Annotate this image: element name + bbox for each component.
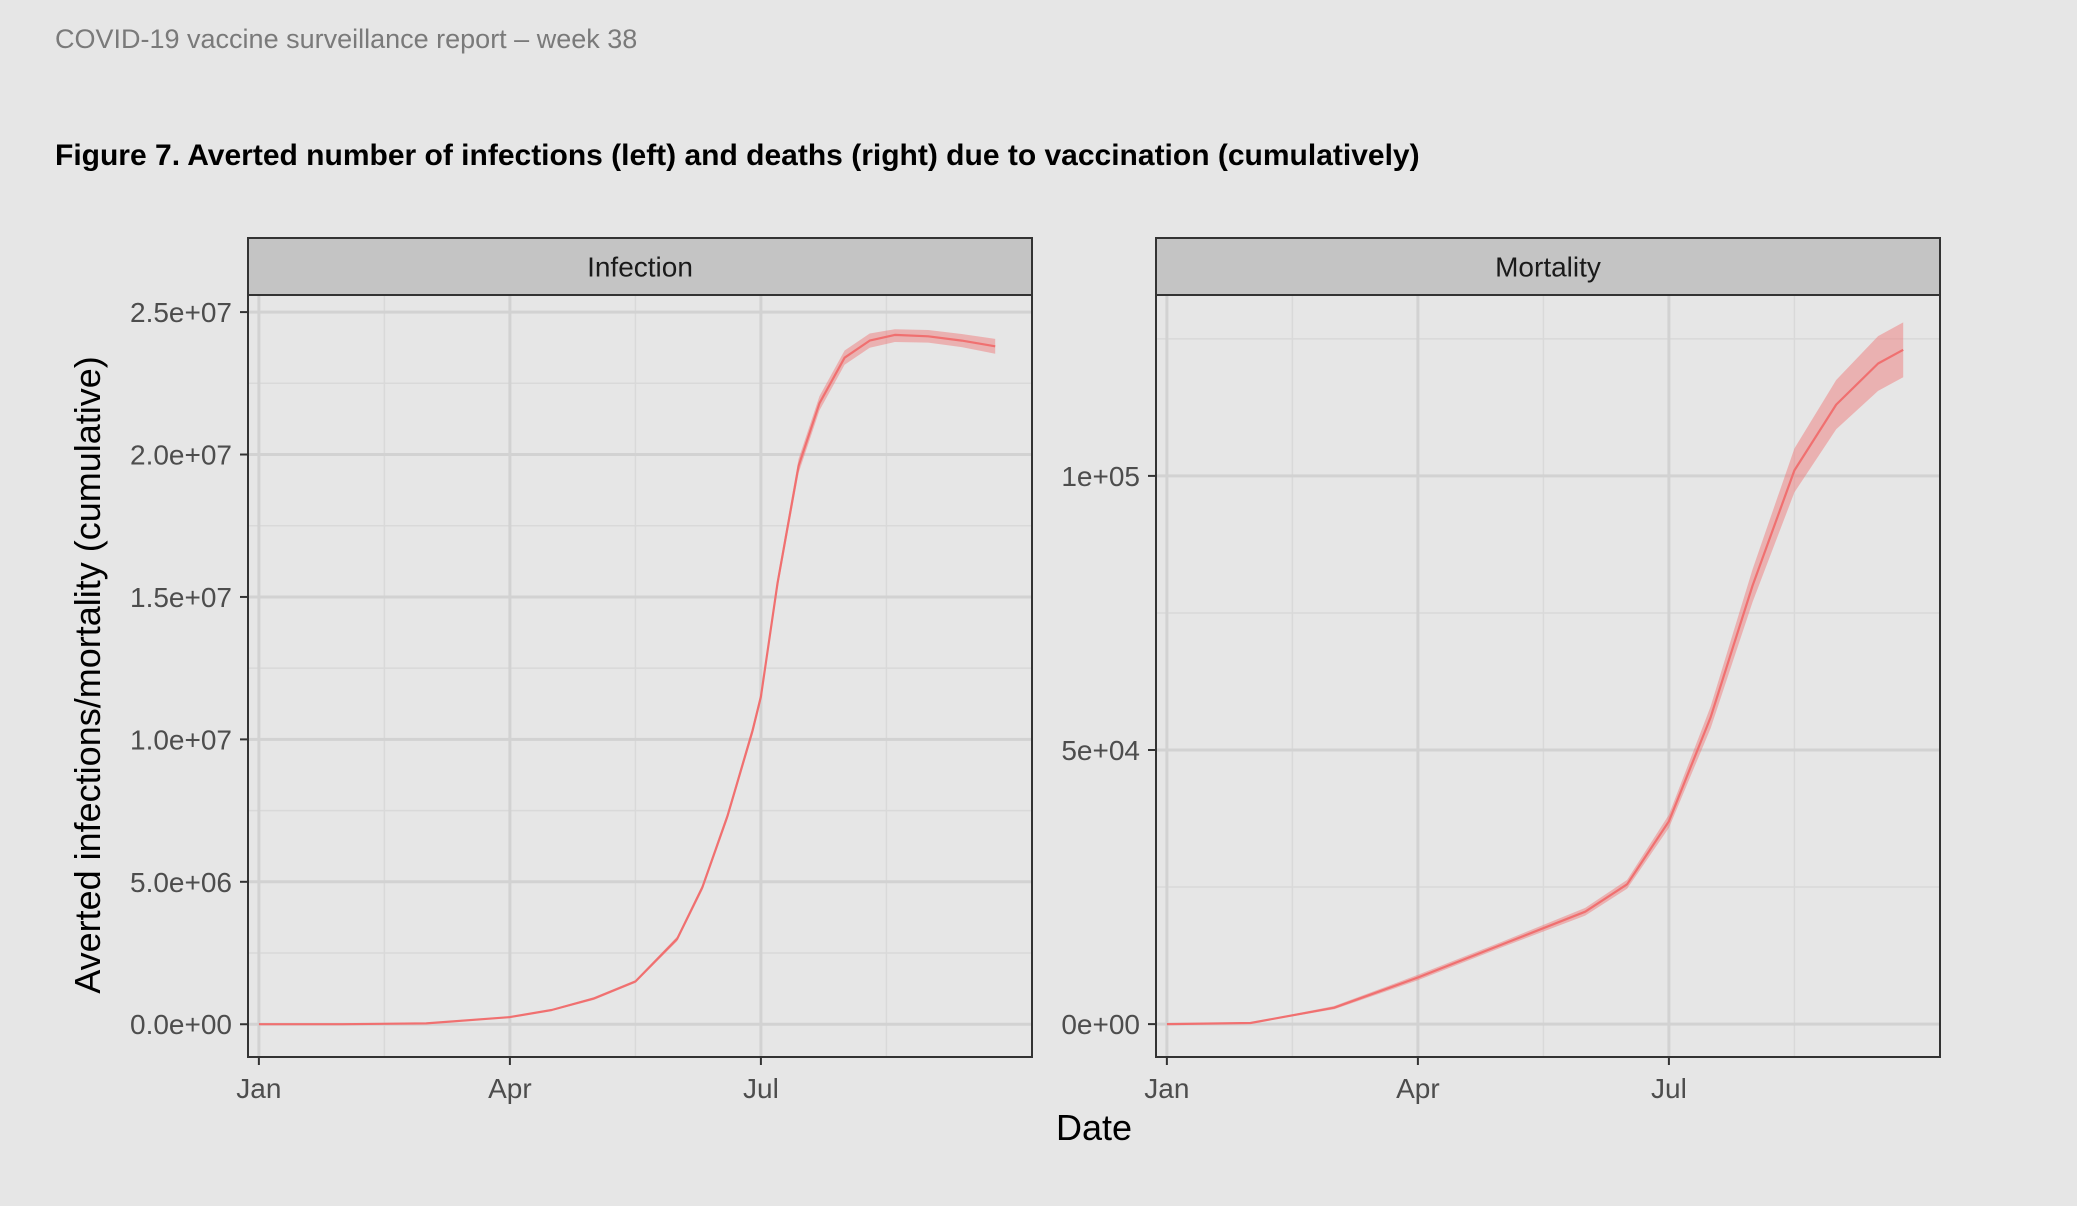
x-tick-label: Jul bbox=[743, 1073, 779, 1104]
y-tick-label: 1.0e+07 bbox=[130, 724, 232, 755]
x-tick-label: Jan bbox=[1144, 1073, 1189, 1104]
y-tick-label: 1.5e+07 bbox=[130, 582, 232, 613]
facet-label: Mortality bbox=[1495, 252, 1601, 283]
x-tick-label: Apr bbox=[488, 1073, 532, 1104]
x-tick-label: Apr bbox=[1396, 1073, 1440, 1104]
x-tick-label: Jul bbox=[1651, 1073, 1687, 1104]
report-header: COVID-19 vaccine surveillance report – w… bbox=[55, 24, 638, 54]
plot-background bbox=[1156, 295, 1940, 1057]
y-tick-label: 2.0e+07 bbox=[130, 440, 232, 471]
facet-strip bbox=[247, 237, 1033, 296]
facet-label: Infection bbox=[587, 252, 693, 283]
mortality-panel: Mortality 0e+00 5e+04 1e+05 Jan Apr Jul bbox=[1061, 237, 1941, 1104]
series-line bbox=[1166, 348, 1904, 1026]
y-tick-label: 1e+05 bbox=[1061, 461, 1140, 492]
facet-strip bbox=[1155, 237, 1941, 296]
y-tick-label: 5e+04 bbox=[1061, 735, 1140, 766]
confidence-band bbox=[1166, 322, 1904, 1025]
plot-background bbox=[248, 295, 1032, 1057]
y-axis-label: Averted infections/mortality (cumulative… bbox=[67, 356, 108, 994]
y-tick-label: 5.0e+06 bbox=[130, 867, 232, 898]
series-line bbox=[258, 333, 996, 1026]
x-tick-label: Jan bbox=[236, 1073, 281, 1104]
infection-panel: Infection 0.0e+00 5.0e+06 1.0e+07 1.5e+07 2.0… bbox=[130, 237, 1033, 1104]
x-axis-label: Date bbox=[1056, 1107, 1132, 1148]
y-tick-label: 2.5e+07 bbox=[130, 297, 232, 328]
figure-title: Figure 7. Averted number of infections (… bbox=[55, 139, 1420, 172]
y-tick-label: 0.0e+00 bbox=[130, 1009, 232, 1040]
y-tick-label: 0e+00 bbox=[1061, 1009, 1140, 1040]
